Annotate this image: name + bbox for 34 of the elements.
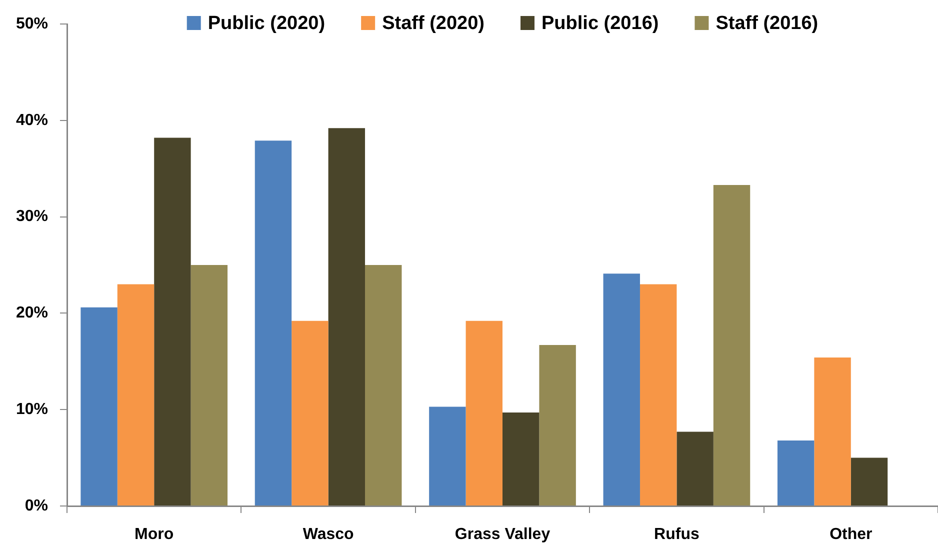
x-tick-label: Other [830, 526, 872, 544]
bar [603, 274, 640, 506]
y-tick-label: 30% [16, 208, 48, 226]
legend-label: Public (2020) [208, 13, 326, 34]
y-tick-label: 10% [16, 401, 48, 418]
bar [429, 406, 466, 506]
y-tick-label: 50% [16, 15, 48, 32]
bar [777, 440, 814, 506]
bar [814, 358, 851, 506]
x-tick-label: Rufus [654, 526, 700, 544]
x-tick-label: Wasco [302, 526, 354, 544]
legend-label: Public (2016) [542, 13, 659, 34]
bar [676, 432, 714, 506]
bar [502, 412, 540, 506]
x-tick-label: Moro [134, 526, 174, 544]
bar [292, 320, 328, 506]
bar [117, 284, 154, 506]
bar [80, 307, 118, 506]
legend-label: Staff (2020) [382, 13, 484, 34]
y-tick-label: 40% [16, 112, 48, 129]
bar [154, 138, 191, 506]
bar [254, 140, 292, 506]
bar [850, 458, 888, 506]
bar [365, 265, 402, 506]
x-tick-label: Grass Valley [454, 526, 550, 544]
bar [190, 265, 228, 506]
bar [713, 184, 750, 506]
bar [328, 128, 366, 506]
bar [539, 345, 576, 506]
legend-label: Staff (2016) [716, 13, 818, 34]
bar [640, 284, 677, 506]
y-tick-label: 0% [24, 497, 48, 514]
y-tick-label: 20% [16, 304, 48, 322]
bar [466, 320, 502, 506]
